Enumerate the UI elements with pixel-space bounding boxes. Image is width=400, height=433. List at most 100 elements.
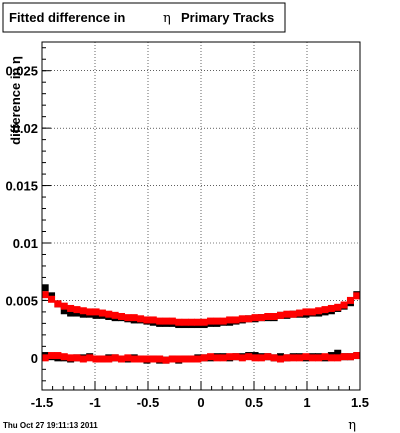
data-point [232, 353, 240, 361]
timestamp: Thu Oct 27 19:11:13 2011 [3, 421, 98, 430]
data-point [353, 292, 361, 300]
data-point [245, 353, 253, 361]
tick-labels: -1.5 -1 -0.5 0 0.5 1 1.5 0 0.005 0.01 0.015 0.02 0.0… [5, 64, 369, 410]
data-point [289, 310, 297, 318]
data-point [67, 354, 75, 362]
x-tick-label: 1.5 [351, 395, 369, 410]
data-point [270, 354, 278, 362]
data-point [181, 355, 189, 363]
data-point [105, 355, 113, 363]
data-point [73, 354, 81, 362]
data-point [200, 318, 208, 326]
data-point [60, 307, 68, 315]
data-point [60, 302, 68, 310]
data-point [41, 291, 49, 299]
data-point [79, 355, 87, 363]
data-point [334, 303, 342, 311]
data-point [143, 355, 151, 363]
data-point [296, 309, 304, 317]
data-point [238, 354, 246, 362]
data-point [257, 314, 265, 322]
data-point [213, 317, 221, 325]
grid [42, 42, 360, 390]
data-point [270, 312, 278, 320]
data-point [162, 317, 170, 325]
data-point [340, 301, 348, 309]
data-point [340, 353, 348, 361]
title-prefix: Fitted difference in [9, 10, 125, 25]
title-box [2, 2, 286, 33]
data-point [219, 354, 227, 362]
data-point [334, 354, 342, 362]
x-tick-label: 0.5 [245, 395, 263, 410]
data-point [289, 354, 297, 362]
data-point [73, 306, 81, 314]
title-suffix: Primary Tracks [181, 10, 274, 25]
x-tick-label: 0 [197, 395, 204, 410]
title-symbol: η [163, 11, 171, 26]
x-tick-label: -1.5 [31, 395, 53, 410]
data-point [156, 317, 164, 325]
data-point [226, 353, 234, 361]
data-point [181, 318, 189, 326]
data-point [346, 353, 354, 361]
data-point [98, 309, 106, 317]
data-point [67, 309, 75, 317]
data-point [67, 304, 75, 312]
data-point [334, 349, 342, 357]
plot-frame [41, 41, 361, 391]
data-point [321, 353, 329, 361]
data-point [168, 355, 176, 363]
data-point [245, 315, 253, 323]
data-point [48, 352, 56, 360]
data-point [98, 355, 106, 363]
data-point [48, 295, 56, 303]
data-point [207, 353, 215, 361]
data-point [194, 318, 202, 326]
data-point [92, 355, 100, 363]
data-point [200, 354, 208, 362]
data-point [79, 307, 87, 315]
data-point [130, 355, 138, 363]
data-point [232, 316, 240, 324]
axis-ticks [41, 47, 361, 390]
data-point [346, 296, 354, 304]
data-point [118, 355, 125, 363]
data-point [213, 354, 221, 362]
y-tick-label: 0.02 [13, 121, 38, 136]
data-point [226, 316, 234, 324]
data-point [168, 317, 176, 325]
data-point [283, 310, 291, 318]
y-axis-label: difference in η [8, 56, 23, 145]
data-point [130, 314, 138, 322]
data-point [257, 354, 265, 362]
data-point [327, 354, 335, 362]
data-point [283, 354, 291, 362]
x-axis-label: η [348, 418, 356, 433]
data-point [302, 353, 310, 361]
data-point [277, 355, 284, 363]
data-point [92, 308, 100, 316]
data-point [187, 355, 195, 363]
data-point [137, 355, 145, 363]
data-point [105, 310, 113, 318]
data-point [353, 352, 361, 360]
data-points [41, 284, 361, 364]
data-point [327, 304, 335, 312]
x-tick-label: -0.5 [137, 395, 159, 410]
data-point [302, 308, 310, 316]
data-point [251, 354, 259, 362]
data-point [194, 355, 202, 363]
data-point [54, 352, 62, 360]
data-point [124, 354, 132, 362]
data-point [124, 314, 132, 322]
data-point [162, 356, 170, 364]
data-point [187, 318, 195, 326]
data-point [137, 315, 145, 323]
data-point [149, 316, 157, 324]
data-point [86, 308, 94, 316]
data-point [41, 354, 49, 362]
y-tick-label: 0.025 [5, 64, 38, 79]
y-tick-label: 0 [31, 351, 38, 366]
